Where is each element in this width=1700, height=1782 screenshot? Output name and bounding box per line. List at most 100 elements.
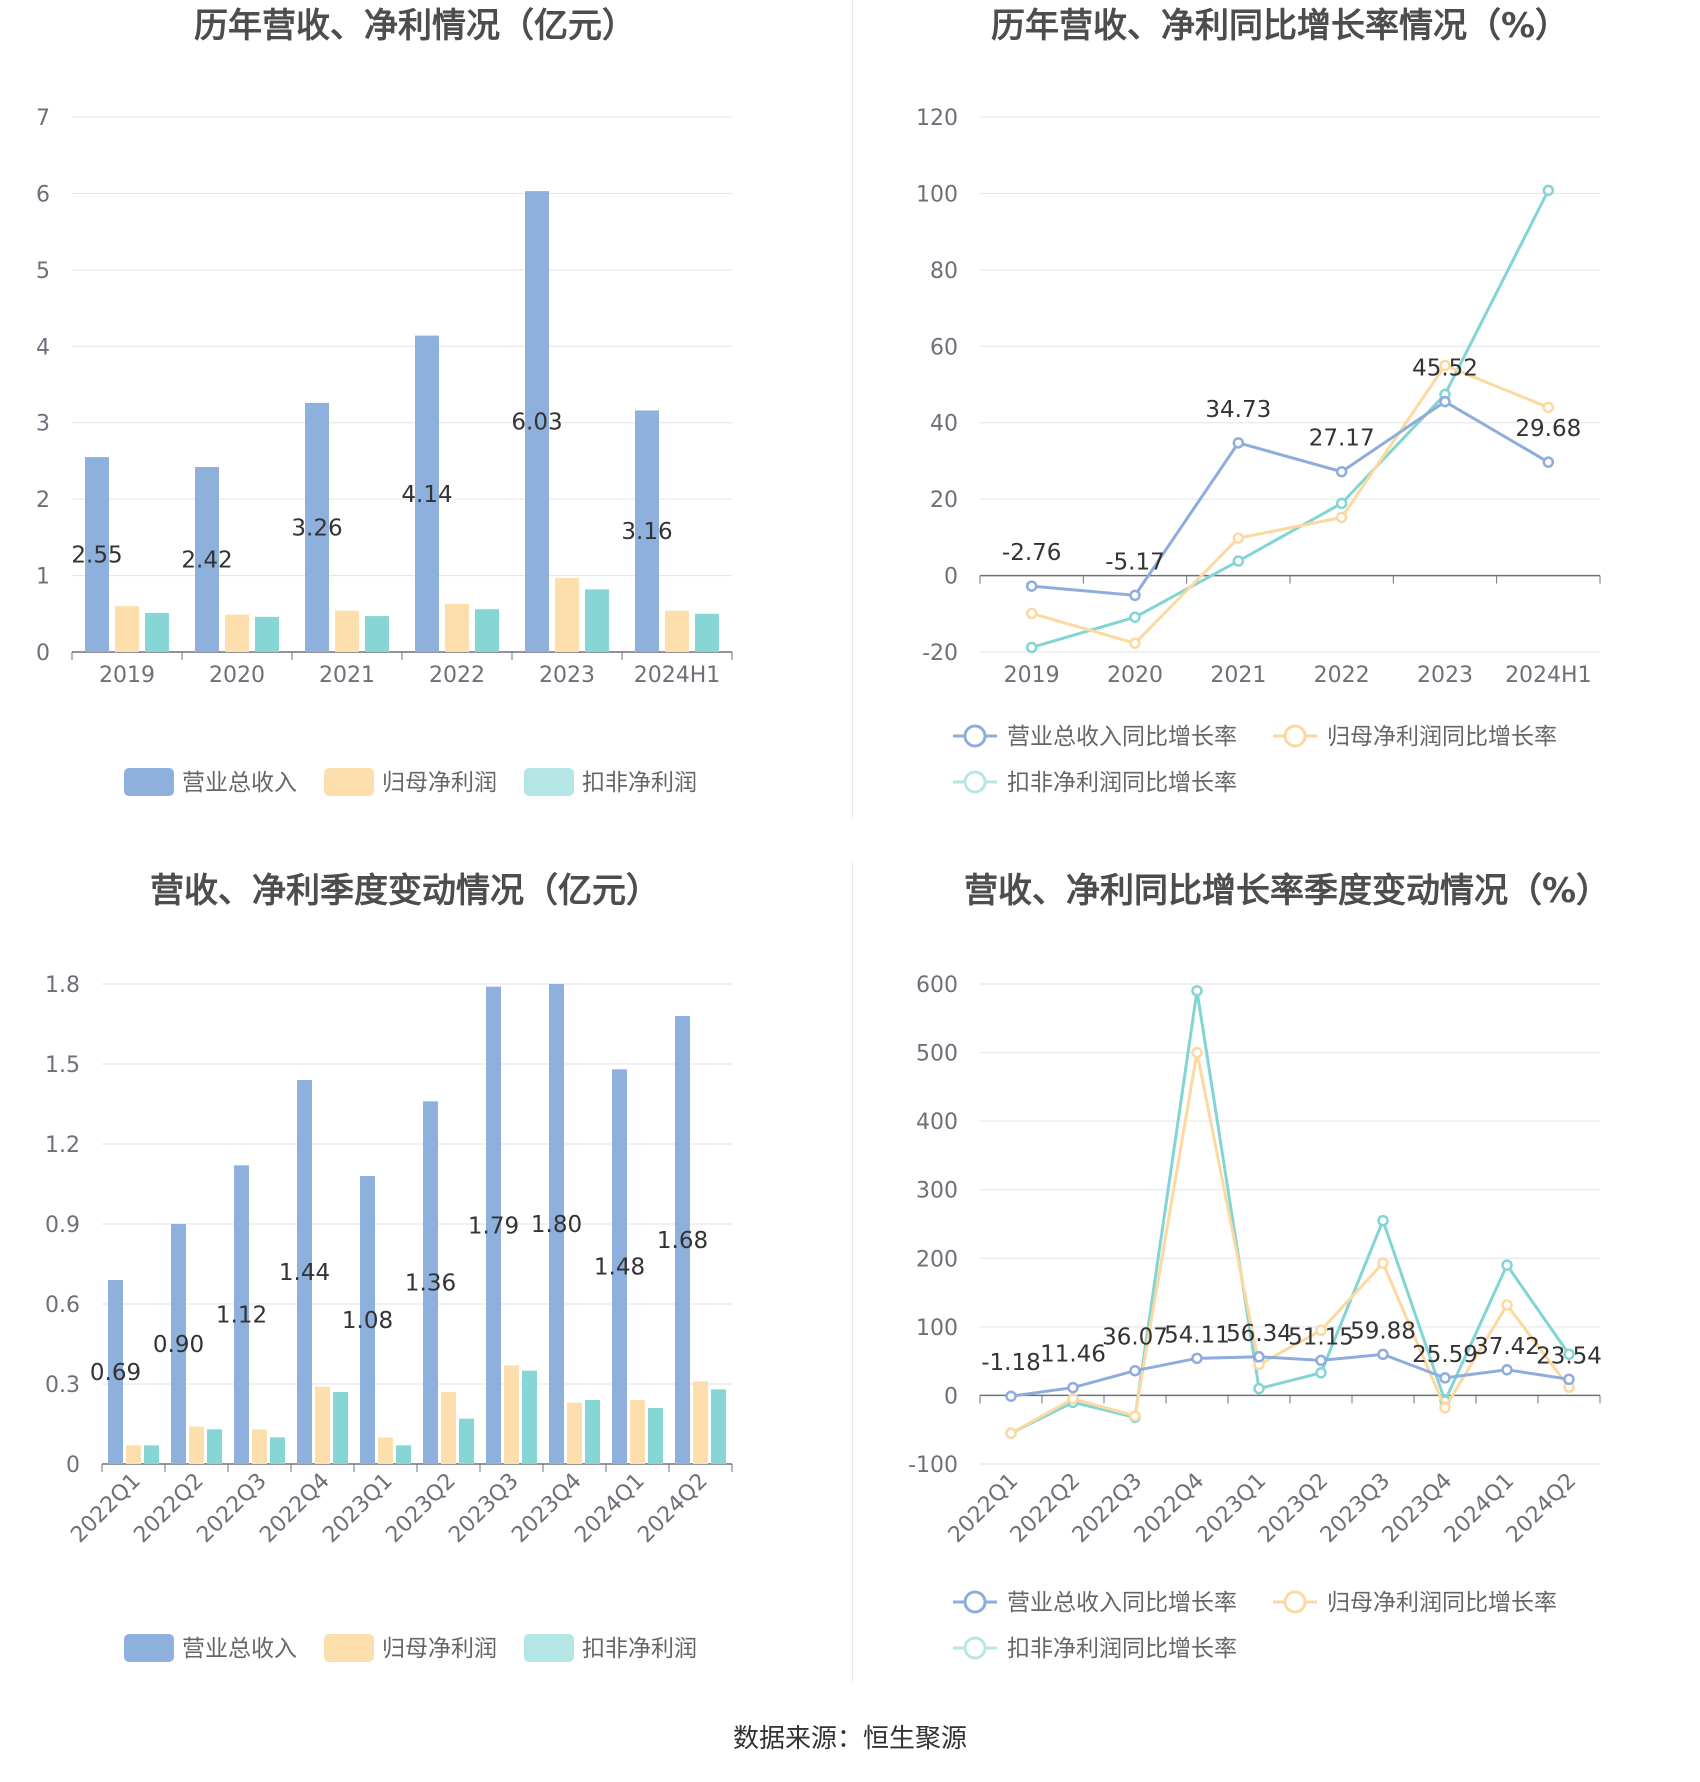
quarterly-growth-chart: 营收、净利同比增长率季度变动情况（%） -100 0 100 200 300 400 500 6… <box>850 860 1700 1720</box>
chart-title: 历年营收、净利同比增长率情况（%） <box>991 6 1569 46</box>
data-point <box>1191 985 1203 997</box>
bar <box>441 1392 456 1464</box>
bar <box>693 1381 708 1464</box>
bar <box>549 984 564 1464</box>
data-point <box>1067 1381 1079 1394</box>
y-tick-label: 40 <box>930 412 958 437</box>
point-value-label: 36.07 <box>1102 1325 1168 1351</box>
point-value-label: 37.42 <box>1474 1334 1540 1360</box>
x-tick-label: 2019 <box>99 663 155 688</box>
y-tick-label: 0.9 <box>45 1213 80 1238</box>
bar <box>445 603 469 652</box>
y-tick-label: 120 <box>916 106 958 131</box>
point-value-label: 23.54 <box>1536 1343 1602 1369</box>
data-point <box>1501 1259 1513 1271</box>
data-point <box>1129 1364 1141 1377</box>
series-line <box>1031 363 1549 645</box>
y-tick-label: 0 <box>36 641 50 666</box>
bar <box>195 467 219 652</box>
data-point <box>1005 1427 1017 1439</box>
y-tick-label: 0 <box>944 1384 958 1409</box>
legend-label: 归母净利润同比增长率 <box>1327 724 1557 750</box>
legend-swatch <box>124 1634 174 1662</box>
data-point <box>1129 611 1141 623</box>
series-line <box>1010 1352 1570 1398</box>
bar-value-label: 1.79 <box>468 1213 519 1239</box>
bar-value-label: 1.44 <box>279 1260 330 1286</box>
bar <box>459 1418 474 1464</box>
data-point <box>1232 437 1245 449</box>
y-tick-label: 0.3 <box>45 1373 80 1398</box>
bar <box>335 610 359 652</box>
bar <box>333 1392 348 1464</box>
bar-value-label: 1.80 <box>531 1212 582 1238</box>
annual-growth-chart-svg: 历年营收、净利同比增长率情况（%） -20 0 20 40 60 80 100 120 2019 2… <box>916 6 1601 796</box>
data-point <box>1129 637 1141 649</box>
bar-value-label: 2.42 <box>181 548 232 574</box>
data-point <box>1129 589 1141 602</box>
quarterly-growth-chart-svg: 营收、净利同比增长率季度变动情况（%） -100 0 100 200 300 400 500 6… <box>908 871 1610 1662</box>
x-tick-label: 2022 <box>1314 663 1370 688</box>
bar <box>567 1402 582 1464</box>
legend-marker <box>963 724 987 748</box>
legend-swatch <box>524 768 574 796</box>
y-tick-label: -20 <box>922 641 958 666</box>
data-point <box>1439 359 1451 372</box>
bar-value-label: 1.12 <box>216 1303 267 1329</box>
x-tick-label: 2024Q2 <box>633 1469 712 1548</box>
bar <box>635 410 659 652</box>
bar <box>360 1176 375 1464</box>
y-tick-label: 20 <box>930 488 958 513</box>
bar <box>630 1400 645 1464</box>
y-tick-label: 100 <box>916 182 958 207</box>
legend-label: 归母净利润同比增长率 <box>1327 1590 1557 1616</box>
bar <box>145 613 169 652</box>
y-tick-label: 1.8 <box>45 973 80 998</box>
legend-marker <box>963 770 987 794</box>
legend-label: 归母净利润 <box>382 770 497 796</box>
legend-label: 归母净利润 <box>382 1636 497 1662</box>
data-point <box>1439 1402 1451 1414</box>
legend-swatch <box>524 1634 574 1662</box>
point-value-label: 54.11 <box>1164 1322 1230 1348</box>
bar-value-label: 0.69 <box>90 1360 141 1386</box>
bar <box>225 614 249 652</box>
legend-swatch <box>124 768 174 796</box>
series-line <box>1031 399 1550 597</box>
bar-value-label: 1.48 <box>594 1255 645 1281</box>
legend-marker <box>963 1636 987 1660</box>
data-point <box>1025 641 1038 654</box>
bar <box>486 986 501 1464</box>
data-point <box>1005 1390 1017 1402</box>
bar <box>675 1016 690 1464</box>
chart-title: 营收、净利季度变动情况（亿元） <box>150 871 660 911</box>
data-point <box>1335 511 1348 524</box>
top-panel-divider <box>852 0 853 818</box>
bar <box>315 1386 330 1464</box>
y-tick-label: 600 <box>916 973 958 998</box>
legend-label: 扣非净利润同比增长率 <box>1007 770 1237 796</box>
x-tick-label: 2022 <box>429 663 485 688</box>
quarterly-amount-chart: 营收、净利季度变动情况（亿元） 0 0.3 0.6 0.9 1.2 1.5 1.8 2022Q1… <box>0 860 850 1720</box>
chart-title: 营收、净利同比增长率季度变动情况（%） <box>964 871 1610 911</box>
data-point <box>1377 1348 1389 1361</box>
y-tick-label: 60 <box>930 335 958 360</box>
legend-marker <box>1283 1590 1307 1614</box>
data-point <box>1439 1372 1451 1384</box>
x-tick-label: 2023 <box>1417 663 1473 688</box>
series-line <box>1031 189 1550 649</box>
data-point <box>1191 1352 1203 1365</box>
data-point <box>1315 1354 1327 1367</box>
y-tick-label: 1.5 <box>45 1053 80 1078</box>
data-point <box>1025 580 1038 592</box>
data-point <box>1315 1324 1327 1337</box>
legend-label: 扣非净利润 <box>582 1636 697 1662</box>
bar <box>171 1224 186 1464</box>
point-value-label: -5.17 <box>1105 549 1165 575</box>
y-tick-label: 0.6 <box>45 1293 80 1318</box>
bar <box>585 1400 600 1464</box>
y-tick-label: 3 <box>36 412 50 437</box>
y-tick-label: 100 <box>916 1316 958 1341</box>
x-tick-label: 2023 <box>539 663 595 688</box>
data-point <box>1191 1046 1203 1059</box>
